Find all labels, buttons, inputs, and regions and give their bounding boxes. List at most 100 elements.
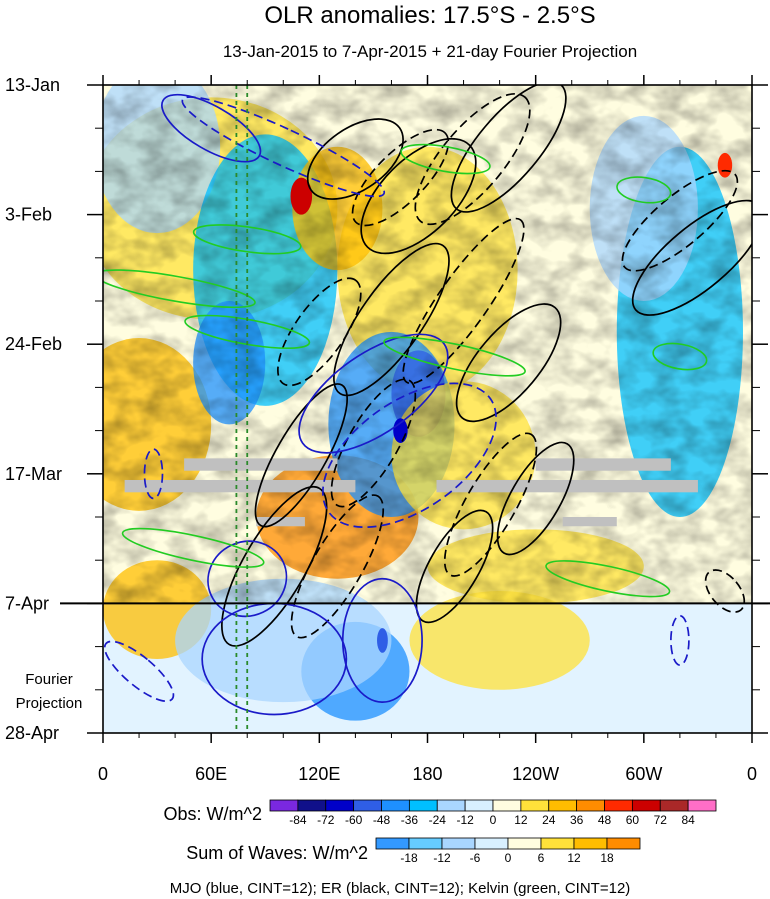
wave-contours xyxy=(103,85,752,716)
projection-label-line1: Fourier xyxy=(25,671,73,688)
colorbar-tick-label: -84 xyxy=(289,813,307,827)
colorbar-swatch xyxy=(353,799,382,812)
colorbar-tick-label: 12 xyxy=(567,851,581,865)
y-tick-label: 24-Feb xyxy=(5,334,62,354)
waves-colorbar: -18 -12 -6 0 6 12 18 xyxy=(375,837,641,865)
er-contour xyxy=(455,303,562,423)
mjo-contour xyxy=(103,640,175,703)
colorbar-swatch xyxy=(507,837,542,850)
colorbar-tick-label: 6 xyxy=(538,851,545,865)
er-contour xyxy=(330,378,417,508)
colorbar-swatch xyxy=(269,799,299,812)
kelvin-contour xyxy=(184,314,311,350)
y-axis: 13-Jan 3-Feb 24-Feb 17-Mar 7-Apr 28-Apr xyxy=(5,75,768,743)
x-tick-label: 120W xyxy=(512,764,559,784)
kelvin-contour xyxy=(545,560,671,598)
er-contour xyxy=(333,242,450,397)
missing-data-bar xyxy=(184,458,338,471)
er-contour xyxy=(360,137,477,255)
colorbar-tick-label: -24 xyxy=(429,813,447,827)
colorbar-tick-label: -6 xyxy=(470,851,481,865)
colorbar-tick-label: -18 xyxy=(400,851,418,865)
obs-colorbar-label: Obs: W/m^2 xyxy=(164,804,262,824)
colorbar-swatch xyxy=(548,799,578,812)
er-contour xyxy=(290,494,385,639)
colorbar-tick-label: -72 xyxy=(317,813,335,827)
obs-colorbar: -84 -72 -60 -48 -36 -24 -12 0 12 24 36 48 60 72 84 xyxy=(269,799,717,827)
x-tick-label: 60W xyxy=(625,764,662,784)
er-contour xyxy=(254,383,349,528)
missing-data-bar xyxy=(535,458,671,471)
er-contour xyxy=(450,85,567,213)
kelvin-contour xyxy=(121,527,265,568)
y-tick-label: 7-Apr xyxy=(5,593,49,613)
colorbar-swatch xyxy=(540,837,575,850)
colorbar-swatch xyxy=(381,799,410,812)
chart-subtitle: 13-Jan-2015 to 7-Apr-2015 + 21-day Fouri… xyxy=(223,42,637,61)
missing-data-bar xyxy=(124,479,356,493)
kelvin-contour xyxy=(383,336,526,377)
colorbar-tick-label: 48 xyxy=(598,813,612,827)
x-axis: 0 60E 120E 180 120W 60W 0 xyxy=(98,75,757,784)
colorbar-tick-label: 0 xyxy=(490,813,497,827)
er-contour xyxy=(306,118,404,200)
colorbar-swatch xyxy=(631,799,661,812)
olr-anomaly-field xyxy=(103,85,752,733)
colorbar-swatch xyxy=(520,799,550,812)
colorbar-swatch xyxy=(576,799,605,812)
x-tick-label: 120E xyxy=(298,764,340,784)
colorbar-tick-label: -48 xyxy=(373,813,391,827)
er-contour xyxy=(496,441,575,556)
colorbar-swatch xyxy=(604,799,633,812)
mjo-contour xyxy=(341,577,423,703)
colorbar-tick-label: -12 xyxy=(456,813,474,827)
missing-data-bar xyxy=(562,517,617,527)
mjo-contour xyxy=(161,93,262,163)
colorbar-tick-label: 84 xyxy=(681,813,695,827)
missing-data-bar xyxy=(436,479,698,493)
y-tick-label: 3-Feb xyxy=(5,205,52,225)
colorbar-swatch xyxy=(375,837,410,850)
colorbar-swatch xyxy=(436,799,466,812)
field-patch xyxy=(409,591,590,690)
colorbar-swatch xyxy=(297,799,327,812)
kelvin-contour xyxy=(616,176,672,204)
er-contour xyxy=(414,92,531,226)
colorbar-swatch xyxy=(474,837,509,850)
colorbar-tick-label: 36 xyxy=(570,813,584,827)
er-contour xyxy=(443,432,538,577)
y-tick-label: 17-Mar xyxy=(5,464,62,484)
colorbar-swatch xyxy=(325,799,355,812)
colorbar-swatch xyxy=(573,837,608,850)
colorbar-tick-label: 24 xyxy=(542,813,556,827)
colorbar-tick-label: 18 xyxy=(600,851,614,865)
colorbar-tick-label: 72 xyxy=(654,813,668,827)
field-peak xyxy=(717,152,733,178)
reference-lines xyxy=(235,85,249,733)
y-tick-label: 13-Jan xyxy=(5,75,60,95)
colorbar-swatch xyxy=(441,837,476,850)
mjo-contour xyxy=(670,614,690,666)
y-tick-label: 28-Apr xyxy=(5,723,59,743)
colorbar-swatch xyxy=(659,799,689,812)
colorbar-tick-label: -60 xyxy=(345,813,363,827)
mjo-contour xyxy=(143,448,164,500)
mjo-contour xyxy=(321,382,497,529)
er-contour xyxy=(415,509,494,624)
er-contour xyxy=(621,169,739,272)
x-tick-label: 0 xyxy=(98,764,108,784)
colorbar-swatch xyxy=(464,799,494,812)
colorbar-swatch xyxy=(492,799,522,812)
er-contour xyxy=(631,199,752,316)
waves-colorbar-label: Sum of Waves: W/m^2 xyxy=(186,843,368,863)
projection-label-line2: Projection xyxy=(16,695,83,712)
field-texture xyxy=(103,85,752,604)
colorbar-swatch xyxy=(408,799,438,812)
kelvin-contour xyxy=(103,269,256,309)
x-tick-label: 180 xyxy=(412,764,442,784)
x-tick-label: 60E xyxy=(195,764,227,784)
er-contour xyxy=(277,277,362,387)
x-tick-label: 0 xyxy=(747,764,757,784)
mjo-contour xyxy=(298,333,449,454)
